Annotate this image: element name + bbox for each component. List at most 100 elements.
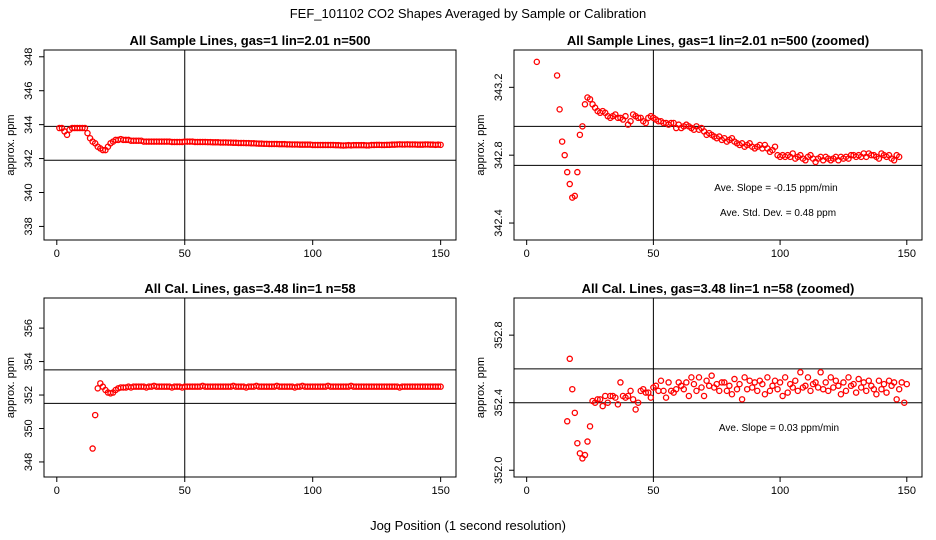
data-point xyxy=(581,451,589,459)
data-point xyxy=(629,396,637,403)
data-point xyxy=(898,379,905,386)
data-point xyxy=(807,387,814,395)
data-point xyxy=(627,387,634,395)
data-series xyxy=(56,124,444,154)
data-point xyxy=(652,382,660,390)
data-point xyxy=(761,391,769,398)
data-point xyxy=(662,394,670,401)
annotation: Ave. Slope = 0.03 ppm/min xyxy=(719,423,839,434)
x-tick-label: 50 xyxy=(179,485,191,497)
data-point xyxy=(79,124,86,132)
data-point xyxy=(885,377,893,384)
y-axis-label: approx. ppm xyxy=(5,114,17,175)
data-point xyxy=(574,168,581,176)
data-point xyxy=(873,391,880,398)
x-tick-label: 50 xyxy=(647,485,659,497)
data-point xyxy=(94,385,101,392)
data-point xyxy=(812,379,819,386)
data-point xyxy=(751,379,758,386)
panel-title: All Sample Lines, gas=1 lin=2.01 n=500 xyxy=(130,33,371,48)
panel-title: All Cal. Lines, gas=3.48 lin=1 n=58 (zoo… xyxy=(582,281,855,296)
data-point xyxy=(875,377,883,384)
chart-panel-4: All Cal. Lines, gas=3.48 lin=1 n=58 (zoo… xyxy=(475,281,923,497)
data-point xyxy=(437,383,444,390)
data-point xyxy=(665,379,672,386)
data-point xyxy=(819,385,827,393)
x-tick-label: 50 xyxy=(179,248,191,260)
data-point xyxy=(594,396,601,403)
chart-panel-3: All Cal. Lines, gas=3.48 lin=1 n=58 0 50 10… xyxy=(5,281,457,497)
data-point xyxy=(571,409,579,417)
data-point xyxy=(434,383,442,390)
data-point xyxy=(789,384,797,391)
data-point xyxy=(716,387,723,395)
data-point xyxy=(837,391,845,398)
data-point xyxy=(817,369,824,376)
data-point xyxy=(579,123,586,130)
panel-title: All Sample Lines, gas=1 lin=2.01 n=500 (… xyxy=(567,33,869,48)
data-point xyxy=(822,379,829,386)
data-point xyxy=(533,58,541,66)
data-point xyxy=(860,379,867,386)
data-point xyxy=(634,399,642,406)
data-point xyxy=(617,379,624,386)
y-tick-label: 346 xyxy=(23,82,35,100)
data-point xyxy=(688,374,695,381)
data-point xyxy=(789,150,797,157)
data-point xyxy=(741,374,748,381)
plot-frame xyxy=(513,297,923,478)
data-point xyxy=(852,389,860,396)
data-point xyxy=(645,389,652,396)
data-point xyxy=(895,385,903,393)
data-point xyxy=(553,72,561,79)
data-point xyxy=(718,379,726,386)
data-point xyxy=(759,380,766,388)
data-point xyxy=(624,392,632,400)
y-tick-label: 342 xyxy=(23,149,35,167)
y-tick-label: 352.4 xyxy=(493,389,505,417)
data-point xyxy=(827,374,835,381)
data-point xyxy=(586,423,594,430)
data-point xyxy=(832,377,840,384)
data-point xyxy=(566,180,574,188)
data-point xyxy=(584,438,591,445)
data-point xyxy=(693,387,700,395)
data-point xyxy=(89,445,96,452)
data-point xyxy=(556,106,563,113)
x-tick-label: 150 xyxy=(431,248,449,260)
data-point xyxy=(647,394,655,401)
data-point xyxy=(723,387,731,395)
y-tick-label: 338 xyxy=(23,217,35,235)
y-tick-label: 342.8 xyxy=(493,141,505,169)
data-point xyxy=(764,374,771,381)
data-point xyxy=(733,385,741,393)
data-point xyxy=(566,355,574,363)
data-point xyxy=(890,157,898,164)
data-point xyxy=(84,129,91,137)
data-point xyxy=(845,374,852,381)
data-point xyxy=(612,394,619,401)
y-tick-label: 348 xyxy=(23,453,35,471)
data-point xyxy=(850,380,857,388)
x-tick-label: 50 xyxy=(647,248,659,260)
data-point xyxy=(667,119,675,127)
data-point xyxy=(634,114,642,122)
data-point xyxy=(862,387,870,395)
y-tick-label: 352.0 xyxy=(493,456,505,484)
data-point xyxy=(569,385,576,393)
data-point xyxy=(657,377,665,384)
data-point xyxy=(604,399,612,406)
data-point xyxy=(766,387,774,395)
data-point xyxy=(870,385,878,393)
data-point xyxy=(880,380,888,388)
x-tick-label: 100 xyxy=(304,248,322,260)
data-point xyxy=(434,141,442,148)
data-point xyxy=(748,384,756,391)
data-point xyxy=(683,379,690,386)
y-axis-label: approx. ppm xyxy=(475,357,487,418)
data-point xyxy=(893,396,900,403)
data-point xyxy=(738,396,746,403)
data-point xyxy=(627,118,634,125)
x-tick-label: 0 xyxy=(524,248,530,260)
